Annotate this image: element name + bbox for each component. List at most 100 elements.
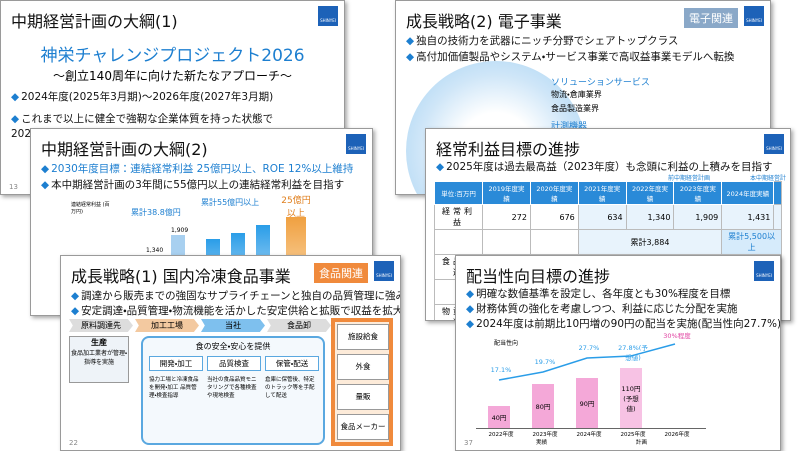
- customer: 外食: [337, 354, 389, 380]
- page-number: 13: [9, 183, 18, 191]
- tag: 食品関連: [314, 263, 368, 283]
- note: 累計38.8億円: [131, 208, 181, 217]
- center-title: 食の安全・安心を提供: [195, 342, 271, 351]
- segment: 食品製造業界: [551, 104, 599, 113]
- function-note: 当社の食品品質モニタリングで各種検査や現地検査: [207, 377, 257, 399]
- bullet: 2024年度は前期比10円増の90円の配当を実施(配当性向27.7%): [466, 316, 780, 331]
- slide-title: 経常利益目標の進捗: [436, 140, 581, 159]
- center-box: 食の安全・安心を提供 開発・加工協力工場と冷凍食品を開発・加工 品質管理・検査指…: [141, 336, 325, 445]
- slide-title: 配当性向目標の進捗: [466, 267, 611, 286]
- ratio-label: 27.7%: [578, 344, 600, 352]
- bullet: 財務体質の強化を考慮しつつ、利益に応じた分配を実施: [466, 301, 737, 316]
- logo: SHINYEI: [346, 134, 366, 154]
- logo: SHINYEI: [374, 261, 394, 281]
- bullet: 高付加価値製品やシステム・サービス事業で高収益事業モデルへ転換: [406, 49, 734, 64]
- bar: 90円: [576, 378, 598, 428]
- bar: 40円: [488, 406, 510, 428]
- header-row: 単位:百万円 2019年度実績 2020年度実績 2021年度実績 2022年度実績 20…: [433, 181, 782, 205]
- slide-title: 成長戦略(1) 国内冷凍食品事業: [71, 267, 291, 286]
- year-label: 2024年度: [576, 432, 602, 438]
- function-title: 品質検査: [207, 356, 261, 371]
- flow-step: 加工工場: [135, 319, 199, 332]
- production-box: 生産食品加工業者が管理・指導を実施: [69, 336, 129, 383]
- cell: 634: [577, 204, 627, 230]
- ratio-label: 27.8%(予想値): [618, 344, 648, 362]
- logo: SHINYEI: [318, 6, 338, 26]
- row-label: 経常利益: [433, 204, 484, 230]
- bullet: 2024年度(2025年3月期)～2026年度(2027年3月期): [11, 89, 273, 104]
- year-label: 2022年度: [488, 432, 514, 438]
- bullet: 安定調達・品質管理・物流機能を活かした安定供給と拡販で収益を拡大: [71, 303, 400, 318]
- flow-step: 食品卸: [267, 319, 331, 332]
- note: 25億円以上: [281, 196, 311, 219]
- ratio-label: 30%程度: [663, 332, 691, 340]
- header-cell: 単位:百万円: [433, 181, 484, 205]
- cell: 1,340: [625, 204, 675, 230]
- header-cell: 2022年度実績: [625, 181, 675, 205]
- cell: [482, 229, 531, 255]
- header-cell: 2023年度実績: [673, 181, 723, 205]
- header-cell: [773, 181, 782, 205]
- header-cell: 2020年度実績: [529, 181, 579, 205]
- bar-label: 1,909: [171, 227, 189, 234]
- year-label: 2026年度: [664, 432, 690, 438]
- bullet: 調達から販売までの強固なサプライチェーンと独自の品質管理に強み: [71, 288, 400, 303]
- customer: 量販: [337, 384, 389, 410]
- cell: 1,909: [673, 204, 723, 230]
- segment: 物流・倉庫業界: [551, 90, 602, 99]
- cell: [433, 229, 484, 255]
- bullet: 独自の技術力を武器にニッチ分野でシェアトップクラス: [406, 33, 678, 48]
- group-header: 前中期経営計画: [668, 175, 711, 182]
- header-cell: 2021年度実績: [577, 181, 627, 205]
- slide: 成長戦略(1) 国内冷凍食品事業 食品関連 SHINYEI 調達から販売までの強…: [60, 255, 401, 451]
- page-number: 22: [69, 439, 78, 447]
- period-label: 計画: [636, 440, 648, 446]
- bar-label: 1,340: [146, 247, 164, 254]
- slide-title: 中期経営計画の大綱(2): [41, 140, 208, 159]
- function-note: 倉庫に保管後、特定のトラック等を手配して配送: [265, 377, 315, 399]
- subheading: ～創立140周年に向けた新たなアプローチ～: [53, 69, 292, 83]
- production: 生産: [91, 338, 107, 347]
- flow-step: 当社: [201, 319, 265, 332]
- cell: 676: [529, 204, 579, 230]
- customer: 施設給食: [337, 324, 389, 350]
- period-label: 実績: [536, 440, 548, 446]
- note: 累計55億円以上: [201, 198, 260, 207]
- function: 保管・配送倉庫に保管後、特定のトラック等を手配して配送: [265, 356, 319, 399]
- year-label: 2023年度: [532, 432, 558, 438]
- header-cell: 2024年度実績: [721, 181, 775, 205]
- logo: SHINYEI: [754, 261, 774, 281]
- cell: [773, 204, 782, 230]
- year-label: 2025年度: [620, 432, 646, 438]
- slide: 配当性向目標の進捗 SHINYEI 明確な数値基準を設定し、各年度とも30%程度…: [455, 255, 781, 451]
- plan-total: 累計5,500以上: [721, 229, 782, 255]
- cell: 272: [482, 204, 531, 230]
- slide-title: 成長戦略(2) 電子事業: [406, 12, 562, 31]
- logo: SHINYEI: [764, 134, 784, 154]
- heading: 神栄チャレンジプロジェクト2026: [40, 46, 305, 66]
- slide-title: 中期経営計画の大綱(1): [11, 12, 178, 31]
- segment: 計測機器: [551, 122, 588, 132]
- bullet: 2025年度は過去最高益（2023年度）も念頭に利益の上積みを目指す: [436, 159, 772, 174]
- flow-step: 原料調達先: [69, 319, 133, 332]
- bullet: 2030年度目標：連結経常利益 25億円以上、ROE 12%以上維持: [41, 161, 353, 176]
- axis: [476, 428, 706, 429]
- bullet: 本中期経営計画の3年間に55億円以上の連結経常利益を目指す: [41, 177, 344, 192]
- chart-label: 連結経常利益 (百万円): [71, 202, 110, 215]
- cell: [529, 229, 579, 255]
- function-note: 協力工場と冷凍食品を開発・加工 品質管理・検査指導: [149, 377, 199, 399]
- logo: SHINYEI: [744, 6, 764, 26]
- function-title: 保管・配送: [265, 356, 319, 371]
- bar: 110円(予想値): [620, 368, 642, 428]
- cell: 1,431: [721, 204, 775, 230]
- tag: 電子関連: [684, 8, 738, 28]
- production-note: 食品加工業者が管理・指導を実施: [70, 350, 128, 366]
- chart-label: 配当性向: [494, 340, 519, 347]
- bullet: 明確な数値基準を設定し、各年度とも30%程度を目標: [466, 286, 730, 301]
- bar: 80円: [532, 384, 554, 428]
- function-title: 開発・加工: [149, 356, 203, 371]
- segment: ソリューションサービス: [551, 78, 650, 88]
- page-number: 37: [464, 439, 473, 447]
- header-cell: 2019年度実績: [482, 181, 531, 205]
